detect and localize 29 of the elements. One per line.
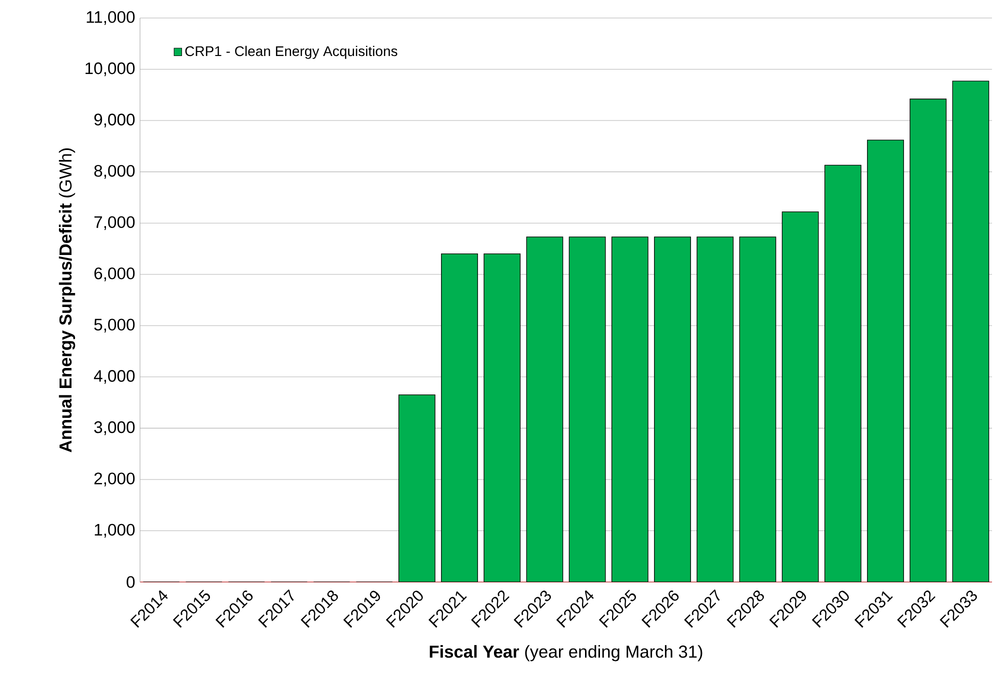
y-axis-title: Annual Energy Surplus/Deficit (GWh) [58, 148, 76, 452]
bar [824, 164, 862, 582]
y-tick-label: 5,000 [94, 318, 135, 333]
y-tick-label: 2,000 [94, 472, 135, 486]
bar [441, 254, 478, 582]
bar [739, 236, 776, 582]
bar [398, 394, 436, 582]
y-tick-label: 10,000 [86, 62, 135, 76]
y-tick-label: 9,000 [94, 114, 135, 128]
bar [952, 80, 990, 582]
bar [526, 236, 564, 582]
y-tick-label: 11,000 [86, 11, 135, 25]
y-tick-label: 8,000 [94, 164, 135, 179]
y-tick-label: 6,000 [94, 267, 135, 282]
bar [654, 236, 691, 582]
y-tick-label: 4,000 [94, 370, 135, 384]
bar [568, 236, 606, 582]
legend-label: CRP1 - Clean Energy Acquisitions [185, 46, 398, 59]
y-tick-label: 3,000 [94, 421, 135, 436]
y-tick-label: 7,000 [94, 216, 135, 230]
bar [696, 236, 734, 582]
bar [484, 254, 521, 582]
bar [782, 211, 819, 582]
y-tick-label: 0 [126, 576, 135, 588]
bar [867, 140, 904, 582]
bar [611, 236, 648, 582]
y-tick-label: 1,000 [94, 524, 135, 538]
bar [910, 98, 947, 582]
x-axis-title: Fiscal Year (year ending March 31) [430, 645, 702, 662]
